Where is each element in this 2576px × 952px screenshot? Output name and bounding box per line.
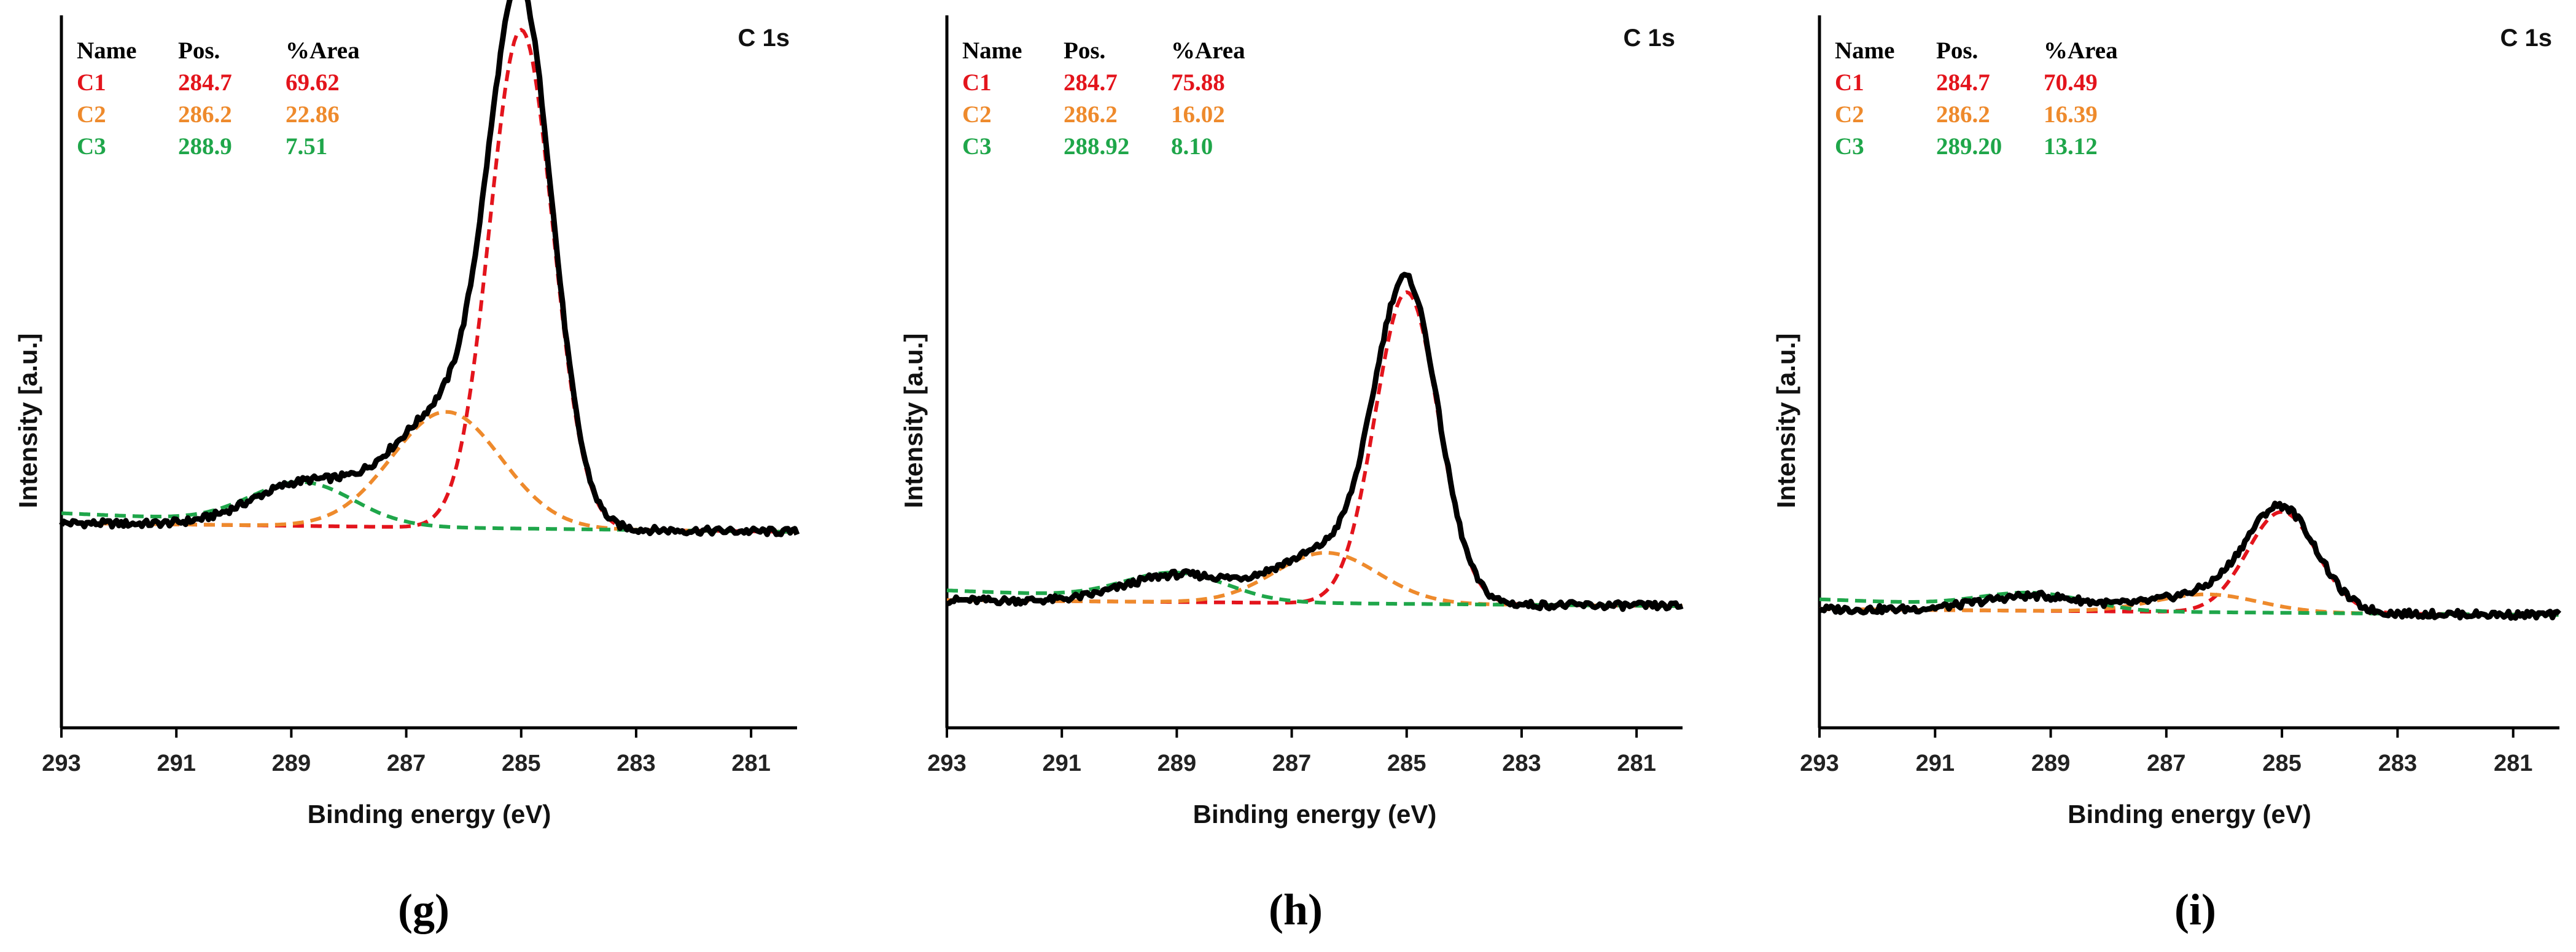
legend-header: Pos. xyxy=(1064,37,1105,64)
fit-curve-c1 xyxy=(1819,510,2559,617)
legend-header: Name xyxy=(77,37,136,64)
panel-label: (i) xyxy=(2174,885,2216,934)
legend-area: 16.02 xyxy=(1171,101,1225,128)
spectrum-title: C 1s xyxy=(738,25,790,52)
x-tick-label: 285 xyxy=(502,751,540,776)
x-tick-label: 287 xyxy=(2147,751,2185,776)
legend-pos: 289.20 xyxy=(1936,133,2002,160)
legend-area: 7.51 xyxy=(286,133,327,160)
measured-spectrum xyxy=(59,0,800,537)
spectrum-title: C 1s xyxy=(2500,25,2553,52)
legend-pos: 286.2 xyxy=(178,101,232,128)
y-axis-title: Intensity [a.u.] xyxy=(899,334,928,509)
measured-spectrum xyxy=(946,271,1684,612)
x-tick-label: 291 xyxy=(1042,751,1081,776)
legend-pos: 284.7 xyxy=(1936,69,1990,96)
x-tick-label: 293 xyxy=(42,751,80,776)
legend-header: Name xyxy=(1835,37,1894,64)
legend-area: 75.88 xyxy=(1171,69,1225,96)
x-tick-label: 287 xyxy=(1272,751,1311,776)
chart-panel-h: 293 291 289 287 285 283 281 Binding energy (eV)… xyxy=(899,15,1684,934)
legend-header: Pos. xyxy=(1936,37,1978,64)
x-tick-label: 291 xyxy=(157,751,195,776)
legend-name: C3 xyxy=(1835,133,1864,160)
x-tick-label: 291 xyxy=(1916,751,1955,776)
x-tick-label: 293 xyxy=(1800,751,1839,776)
chart-panel-i: 293 291 289 287 285 283 281 Binding energy (eV)… xyxy=(1772,15,2562,934)
x-tick-label: 281 xyxy=(1617,751,1656,776)
legend-area: 13.12 xyxy=(2044,133,2098,160)
x-tick-label: 283 xyxy=(1502,751,1541,776)
x-axis-title: Binding energy (eV) xyxy=(1193,800,1437,829)
x-tick-label: 285 xyxy=(2262,751,2301,776)
fit-curve-c2 xyxy=(61,410,797,534)
legend-pos: 284.7 xyxy=(178,69,232,96)
legend-pos: 286.2 xyxy=(1936,101,1990,128)
fit-curve-c1 xyxy=(61,28,797,534)
x-axis-title: Binding energy (eV) xyxy=(2068,800,2311,829)
y-axis-title: Intensity [a.u.] xyxy=(14,334,42,509)
legend-pos: 288.9 xyxy=(178,133,232,160)
legend-pos: 288.92 xyxy=(1064,133,1129,160)
legend-name: C2 xyxy=(77,101,106,128)
x-tick-label: 293 xyxy=(927,751,966,776)
x-tick-label: 283 xyxy=(2378,751,2417,776)
legend-pos: 284.7 xyxy=(1064,69,1118,96)
legend-header: %Area xyxy=(286,37,360,64)
legend-name: C2 xyxy=(962,101,992,128)
legend-name: C1 xyxy=(1835,69,1864,96)
measured-spectrum xyxy=(1818,501,2562,621)
fit-curve-c1 xyxy=(947,290,1683,608)
x-tick-label: 283 xyxy=(617,751,655,776)
legend-name: C3 xyxy=(77,133,106,160)
x-tick-label: 289 xyxy=(2031,751,2070,776)
legend-name: C1 xyxy=(77,69,106,96)
chart-panel-g: 293 291 289 287 285 283 281 Binding energy (eV)… xyxy=(14,0,800,934)
legend-pos: 286.2 xyxy=(1064,101,1118,128)
spectrum-title: C 1s xyxy=(1624,25,1676,52)
legend-header: Pos. xyxy=(178,37,220,64)
x-tick-label: 285 xyxy=(1387,751,1426,776)
x-tick-label: 289 xyxy=(1158,751,1196,776)
x-axis-title: Binding energy (eV) xyxy=(308,800,551,829)
legend-header: Name xyxy=(962,37,1022,64)
x-tick-label: 281 xyxy=(731,751,770,776)
legend-name: C1 xyxy=(962,69,992,96)
x-tick-label: 281 xyxy=(2494,751,2532,776)
x-tick-label: 287 xyxy=(387,751,426,776)
legend-name: C3 xyxy=(962,133,992,160)
legend-area: 16.39 xyxy=(2044,101,2098,128)
x-tick-label: 289 xyxy=(272,751,311,776)
y-axis-title: Intensity [a.u.] xyxy=(1772,334,1800,509)
panel-label: (g) xyxy=(398,885,449,934)
legend-area: 22.86 xyxy=(286,101,340,128)
legend-header: %Area xyxy=(2044,37,2118,64)
panel-label: (h) xyxy=(1269,885,1323,934)
legend-area: 70.49 xyxy=(2044,69,2098,96)
legend-area: 69.62 xyxy=(286,69,340,96)
legend-header: %Area xyxy=(1171,37,1245,64)
legend-area: 8.10 xyxy=(1171,133,1213,160)
legend-name: C2 xyxy=(1835,101,1864,128)
